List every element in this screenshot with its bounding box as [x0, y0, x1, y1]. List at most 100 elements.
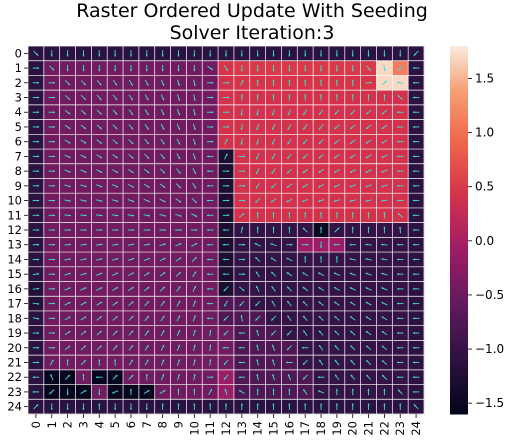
colorbar-segment [450, 233, 468, 237]
quiver-arrowhead [272, 344, 275, 347]
quiver-arrowhead [161, 69, 164, 72]
quiver-arrowhead [306, 243, 309, 246]
colorbar-segment [450, 337, 468, 341]
quiver-arrowhead [396, 346, 399, 349]
quiver-arrowhead [412, 331, 415, 335]
quiver-arrowhead [238, 361, 241, 364]
colorbar-segment [450, 395, 468, 400]
quiver-arrowhead [82, 407, 85, 410]
quiver-arrowhead [147, 286, 150, 289]
quiver-arrowhead [286, 272, 289, 275]
quiver-arrowhead [193, 98, 196, 101]
quiver-arrowhead [67, 345, 71, 348]
colorbar-segment [450, 407, 468, 412]
quiver-arrowhead [99, 170, 103, 173]
quiver-arrowhead [53, 258, 56, 261]
quiver-arrowhead [365, 243, 368, 246]
quiver-arrowhead [365, 287, 368, 290]
quiver-arrowhead [412, 346, 415, 349]
quiver-arrowhead [272, 54, 275, 57]
quiver-arrowhead [84, 258, 87, 261]
quiver-arrowhead [397, 95, 400, 98]
quiver-arrowhead [53, 140, 56, 143]
quiver-arrowhead [399, 54, 402, 57]
quiver-arrows [32, 50, 420, 410]
quiver-arrowhead [100, 272, 103, 275]
quiver-arrowhead [67, 112, 71, 115]
colorbar-segment [450, 291, 468, 295]
quiver-arrowhead [206, 214, 209, 217]
colorbar-segment [450, 119, 468, 124]
quiver-arrowhead [288, 388, 291, 391]
quiver-arrowhead [193, 300, 196, 303]
quiver-arrowhead [67, 374, 70, 378]
quiver-arrowhead [412, 317, 415, 320]
quiver-arrowhead [68, 185, 71, 188]
quiver-arrowhead [243, 155, 246, 158]
colorbar-segment [450, 334, 468, 338]
quiver-arrowhead [227, 125, 230, 129]
colorbar-segment [450, 331, 468, 335]
quiver-arrowhead [334, 359, 337, 363]
quiver-arrowhead [304, 69, 307, 72]
quiver-arrowhead [195, 228, 198, 232]
colorbar-segment [450, 318, 468, 323]
quiver-arrowhead [240, 94, 243, 97]
quiver-arrowhead [68, 199, 71, 202]
quiver-arrowhead [396, 361, 399, 364]
quiver-arrowhead [224, 54, 228, 57]
quiver-arrowhead [193, 142, 196, 145]
quiver-arrowhead [84, 243, 87, 246]
quiver-arrowhead [99, 83, 102, 86]
quiver-arrowhead [53, 199, 56, 202]
quiver-arrowhead [195, 243, 198, 246]
quiver-arrowhead [381, 345, 385, 348]
quiver-arrowhead [68, 302, 71, 304]
quiver-arrowhead [243, 199, 246, 202]
quiver-arrowhead [412, 361, 415, 364]
quiver-arrowhead [271, 300, 274, 304]
quiver-arrowhead [335, 388, 338, 391]
quiver-arrowhead [256, 69, 259, 72]
quiver-arrowhead [162, 156, 165, 159]
y-tick-label: 23 [7, 385, 22, 399]
quiver-arrowhead [163, 228, 166, 232]
quiver-arrowhead [349, 170, 353, 173]
quiver-arrowhead [146, 127, 149, 130]
y-tick-label: 0 [15, 46, 22, 60]
colorbar-segment [450, 269, 468, 274]
quiver-arrowhead [84, 199, 87, 202]
quiver-arrowhead [162, 286, 165, 289]
quiver-arrowhead [288, 54, 291, 57]
quiver-arrowhead [270, 257, 274, 260]
quiver-arrowhead [162, 98, 165, 101]
colorbar-segment [450, 153, 468, 157]
quiver-arrowhead [256, 54, 259, 57]
y-tick-label: 5 [15, 120, 22, 134]
colorbar-segment [450, 377, 468, 381]
quiver-arrowhead [334, 141, 337, 144]
quiver-arrowhead [351, 69, 354, 72]
quiver-arrowhead [206, 184, 209, 187]
quiver-arrowhead [301, 346, 304, 349]
quiver-arrowhead [337, 227, 340, 230]
x-tick-label: 8 [156, 421, 170, 428]
quiver-arrowhead [397, 68, 401, 71]
quiver-arrowhead [349, 287, 353, 290]
quiver-arrowhead [287, 286, 290, 289]
quiver-arrowhead [367, 94, 370, 97]
x-tick-label: 10 [187, 421, 201, 436]
quiver-arrowhead [240, 128, 243, 131]
quiver-arrowhead [146, 98, 149, 101]
quiver-arrowhead [367, 388, 370, 391]
colorbar-segment [450, 147, 468, 151]
quiver-arrowhead [366, 374, 369, 377]
quiver-arrowhead [366, 360, 369, 363]
quiver-arrowhead [383, 69, 386, 72]
colorbar-segment [450, 374, 468, 378]
quiver-arrowhead [225, 138, 228, 141]
quiver-arrowhead [177, 374, 180, 377]
quiver-arrowhead [319, 226, 323, 229]
quiver-arrowhead [349, 258, 352, 261]
quiver-arrowhead [335, 256, 338, 259]
